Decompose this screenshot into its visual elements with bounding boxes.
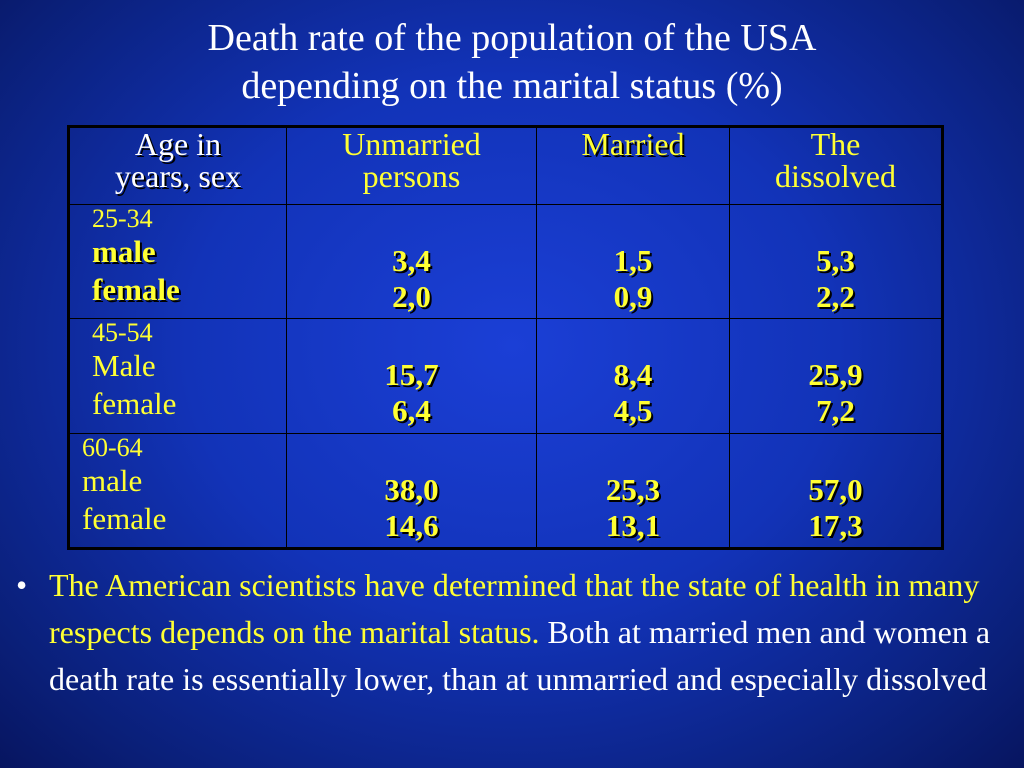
married-values: 8,4 4,5 [536,318,730,434]
married-values: 25,3 13,1 [536,432,730,550]
bullet-marker: • [16,567,28,603]
table-header-row: Age in years, sex Unmarried persons Marr… [68,126,943,205]
bullet-text: The American scientists have determined … [16,562,1006,703]
sex-label: female [82,500,167,536]
header-age: Age in years, sex [68,126,287,205]
age-range: 25-34 [92,204,153,233]
title-line-1: Death rate of the population of the USA [207,17,817,59]
age-group-cell: 45-54 Male female [68,318,287,434]
age-group-cell: 60-64 male female [68,432,287,550]
header-unmarried: Unmarried persons [286,126,537,205]
header-dissolved: The dissolved [729,126,943,205]
table-row: 60-64 male female 38,0 14,6 25,3 13,1 57… [68,432,943,550]
death-rate-table: Age in years, sex Unmarried persons Marr… [67,125,944,550]
sex-label: male [82,462,143,498]
married-values: 1,5 0,9 [536,203,730,320]
table-row: 45-54 Male female 15,7 6,4 8,4 4,5 25,9 … [68,318,943,434]
dissolved-values: 25,9 7,2 [729,318,943,434]
sex-label: female [92,272,180,307]
dissolved-values: 5,3 2,2 [729,203,943,320]
age-range: 45-54 [92,318,153,348]
title-line-2: depending on the marital status (%) [241,65,783,107]
age-group-cell: 25-34 male female [68,203,287,320]
bullet-highlighted-text: The American scientists have determined … [49,567,980,650]
slide-title: Death rate of the population of the USA … [0,14,1024,110]
sex-label: male [92,234,156,269]
bullet-rest-text: Both at married men and women a death ra… [49,614,991,697]
dissolved-values: 57,0 17,3 [729,432,943,550]
age-range: 60-64 [82,432,143,462]
unmarried-values: 3,4 2,0 [286,203,537,320]
table-row: 25-34 male female 3,4 2,0 1,5 0,9 5,3 2,… [68,203,943,320]
sex-label: female [92,386,177,422]
unmarried-values: 15,7 6,4 [286,318,537,434]
header-married: Married [536,126,730,205]
unmarried-values: 38,0 14,6 [286,432,537,550]
sex-label: Male [92,348,156,384]
bullet-paragraph: • The American scientists have determine… [16,562,1006,703]
